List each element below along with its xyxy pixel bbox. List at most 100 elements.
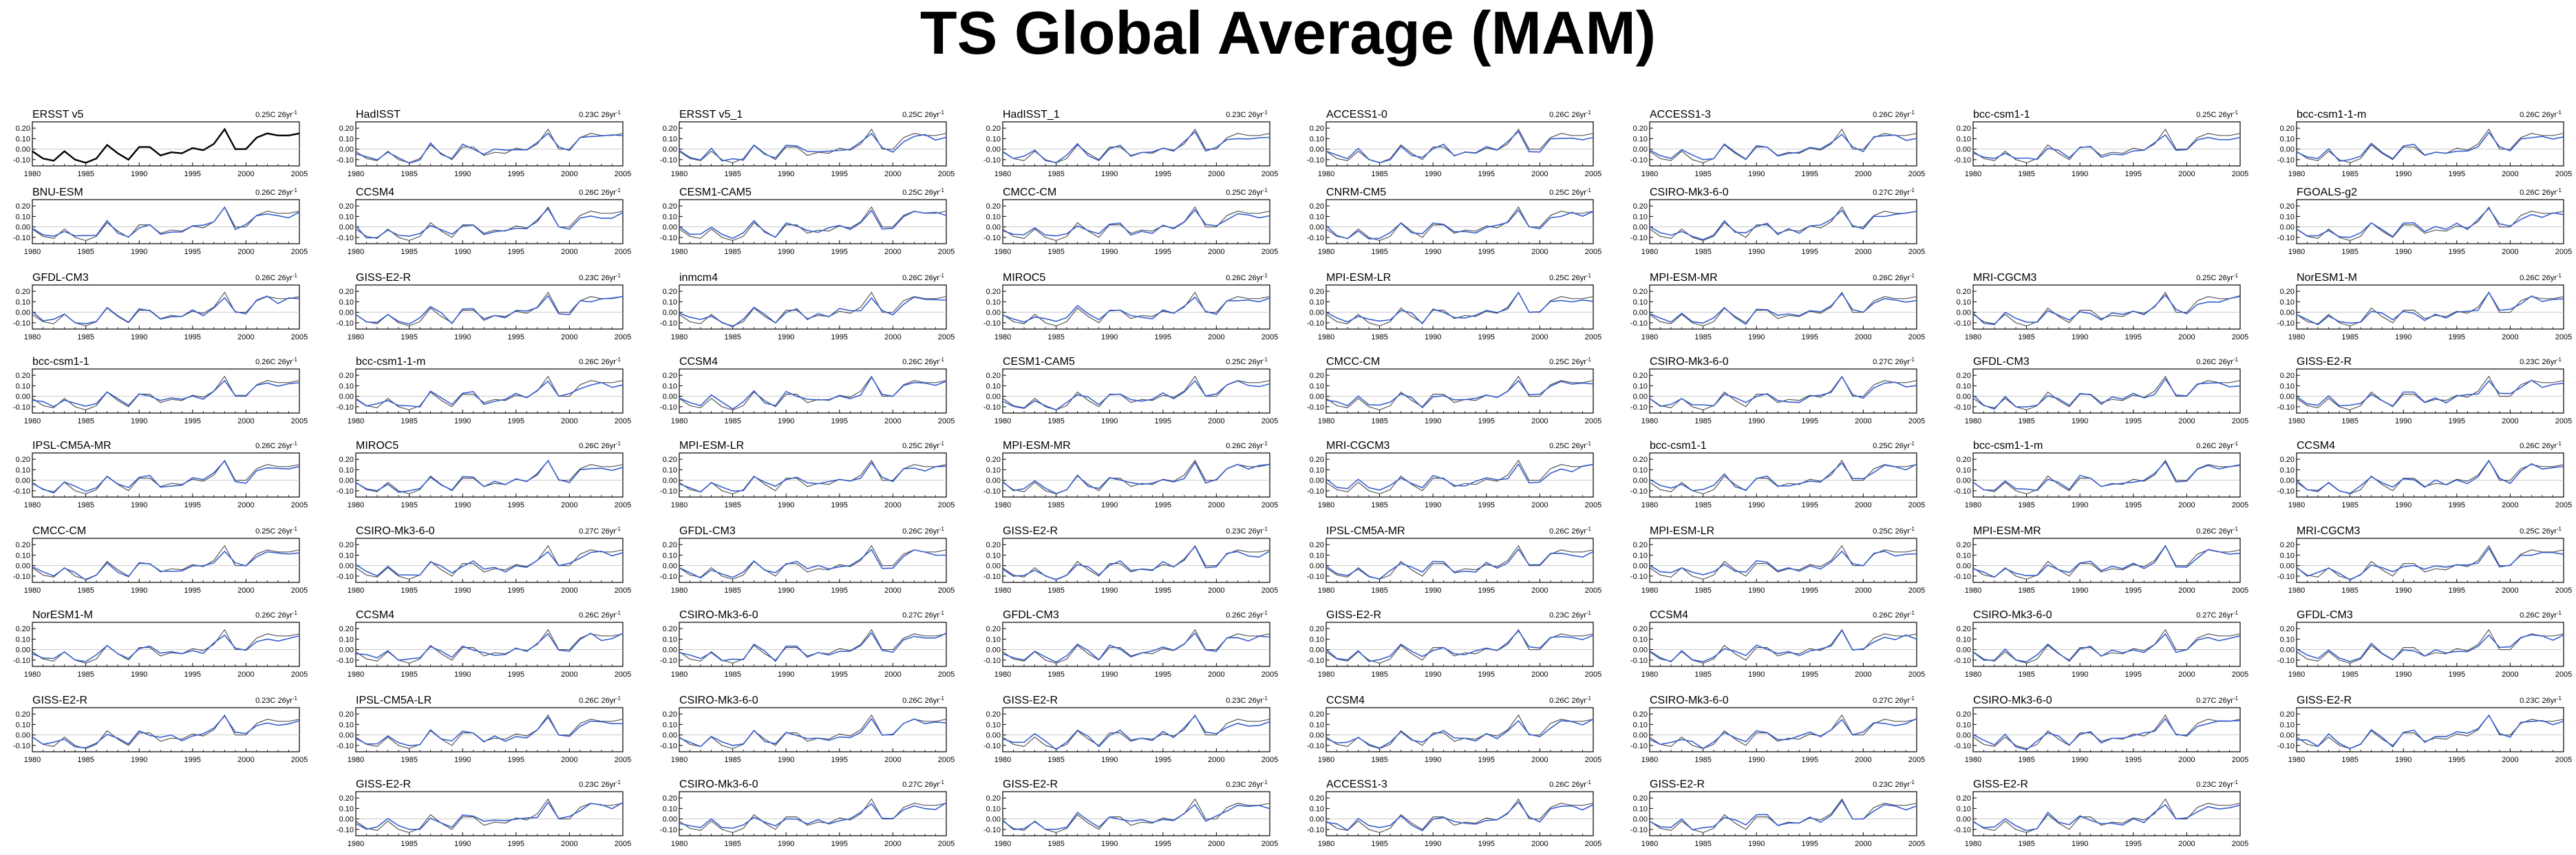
panel-label: NorESM1-M — [2297, 272, 2357, 284]
x-tick-label: 1985 — [77, 501, 94, 509]
y-tick-label: -0.10 — [983, 742, 1001, 750]
y-tick-label: 0.10 — [2280, 135, 2295, 143]
y-tick-label: 0.00 — [986, 646, 1001, 655]
y-tick-label: 0.00 — [1310, 562, 1324, 571]
y-tick-label: 0.00 — [1957, 646, 1971, 655]
trend-exponent: -1 — [1586, 441, 1592, 447]
trend-exponent: -1 — [292, 526, 298, 532]
panel-label: MPI-ESM-LR — [1326, 272, 1391, 284]
y-tick-label: 0.20 — [1957, 541, 1971, 549]
panel-trend: 0.26C 26yr-1 — [1873, 610, 1915, 620]
trend-exponent: -1 — [2557, 357, 2562, 363]
reference-line — [32, 545, 300, 580]
reference-line — [1649, 128, 1917, 164]
panel-label: CESM1-CAM5 — [1003, 356, 1075, 368]
x-tick-label: 1980 — [994, 756, 1011, 764]
panel: CCSM4 0.26C 26yr-1 0.20 0.10 0.00 -0.10 1980 19… — [1630, 609, 1925, 679]
x-tick-label: 1980 — [348, 756, 364, 764]
panel-label: CCSM4 — [2297, 440, 2335, 452]
x-tick-label: 1995 — [1478, 756, 1495, 764]
x-tick-label: 1990 — [1101, 170, 1118, 178]
panel-trend: 0.26C 26yr-1 — [255, 187, 297, 197]
panel: GFDL-CM3 0.26C 26yr-1 0.20 0.10 0.00 -0.10 198… — [983, 609, 1278, 679]
y-tick-label: 0.00 — [986, 393, 1001, 401]
y-tick-label: 0.20 — [16, 710, 30, 719]
y-tick-label: -0.10 — [2277, 657, 2295, 665]
y-tick-label: 0.10 — [986, 298, 1001, 306]
reference-line — [679, 206, 947, 242]
trend-exponent: -1 — [2233, 779, 2239, 785]
y-tick-label: 0.10 — [663, 551, 677, 560]
panel-trend: 0.25C 26yr-1 — [2196, 273, 2238, 282]
panel-trend: 0.26C 26yr-1 — [2520, 109, 2562, 119]
y-tick-label: 0.20 — [1310, 456, 1324, 464]
x-tick-label: 1990 — [131, 756, 147, 764]
x-tick-label: 1980 — [24, 501, 41, 509]
panel-frame — [1002, 121, 1270, 167]
panel-frame — [679, 368, 947, 414]
y-tick-label: 0.10 — [339, 382, 354, 390]
x-tick-label: 2000 — [1208, 840, 1224, 848]
trend-exponent: -1 — [1910, 109, 1915, 116]
trend-exponent: -1 — [292, 109, 298, 116]
x-tick-label: 2005 — [291, 587, 308, 595]
x-tick-label: 1980 — [1318, 170, 1334, 178]
x-tick-label: 2000 — [1531, 501, 1548, 509]
model-line — [1649, 629, 1917, 663]
x-tick-label: 1980 — [994, 333, 1011, 341]
panel-frame — [355, 538, 624, 583]
model-line — [1326, 801, 1594, 832]
x-tick-label: 2005 — [1585, 840, 1601, 848]
x-tick-label: 1990 — [778, 587, 794, 595]
model-line — [2296, 547, 2564, 581]
y-tick-label: -0.10 — [1954, 573, 1971, 581]
y-tick-label: 0.10 — [986, 721, 1001, 729]
trend-exponent: -1 — [1586, 610, 1592, 616]
panel: MIROC5 0.26C 26yr-1 0.20 0.10 0.00 -0.10 1980 1… — [983, 272, 1278, 341]
x-tick-label: 2005 — [2232, 417, 2248, 425]
y-tick-label: 0.20 — [339, 794, 354, 803]
panel: GISS-E2-R 0.23C 26yr-1 0.20 0.10 0.00 -0.10 19… — [337, 272, 631, 341]
x-tick-label: 1995 — [2449, 417, 2465, 425]
x-tick-label: 1995 — [1155, 840, 1171, 848]
reference-line — [679, 798, 947, 834]
panel: GFDL-CM3 0.26C 26yr-1 0.20 0.10 0.00 -0.10 198… — [660, 525, 955, 595]
x-tick-label: 1985 — [77, 671, 94, 679]
x-tick-label: 1990 — [778, 333, 794, 341]
y-tick-label: -0.10 — [1954, 742, 1971, 750]
panel: inmcm4 0.26C 26yr-1 0.20 0.10 0.00 -0.10 1980 1… — [660, 272, 955, 341]
x-tick-label: 1985 — [2018, 417, 2034, 425]
x-tick-label: 1985 — [401, 170, 417, 178]
y-tick-label: 0.10 — [339, 213, 354, 221]
y-tick-label: 0.10 — [16, 551, 30, 560]
panel-trend: 0.26C 26yr-1 — [902, 273, 944, 282]
y-tick-label: 0.00 — [2280, 309, 2295, 317]
x-tick-label: 1995 — [1802, 333, 1818, 341]
panel-trend: 0.26C 26yr-1 — [2520, 187, 2562, 197]
panel-frame — [1326, 284, 1594, 330]
x-tick-label: 1995 — [1155, 671, 1171, 679]
y-tick-label: 0.20 — [1310, 372, 1324, 380]
panel: GISS-E2-R 0.23C 26yr-1 0.20 0.10 0.00 -0.10 19… — [983, 695, 1278, 764]
y-tick-label: -0.10 — [13, 403, 30, 412]
x-tick-label: 2000 — [884, 170, 901, 178]
y-tick-label: -0.10 — [13, 657, 30, 665]
panel-frame — [355, 791, 624, 836]
y-tick-label: 0.00 — [1957, 477, 1971, 485]
trend-exponent: -1 — [2233, 273, 2239, 279]
y-tick-label: 0.10 — [339, 805, 354, 813]
model-line — [679, 376, 947, 410]
y-tick-label: 0.10 — [16, 466, 30, 474]
x-tick-label: 1995 — [1155, 170, 1171, 178]
model-line — [1002, 209, 1270, 237]
x-tick-label: 2000 — [2502, 501, 2518, 509]
y-tick-label: 0.00 — [339, 816, 354, 824]
y-tick-label: 0.20 — [2280, 372, 2295, 380]
panel: bcc-csm1-1 0.25C 26yr-1 0.20 0.10 0.00 -0.10 1… — [1954, 109, 2248, 178]
x-tick-label: 2000 — [884, 333, 901, 341]
y-tick-label: 0.00 — [986, 309, 1001, 317]
x-tick-label: 1995 — [831, 840, 848, 848]
y-tick-label: 0.10 — [986, 805, 1001, 813]
panel-frame — [2296, 284, 2564, 330]
panel-frame — [355, 199, 624, 244]
